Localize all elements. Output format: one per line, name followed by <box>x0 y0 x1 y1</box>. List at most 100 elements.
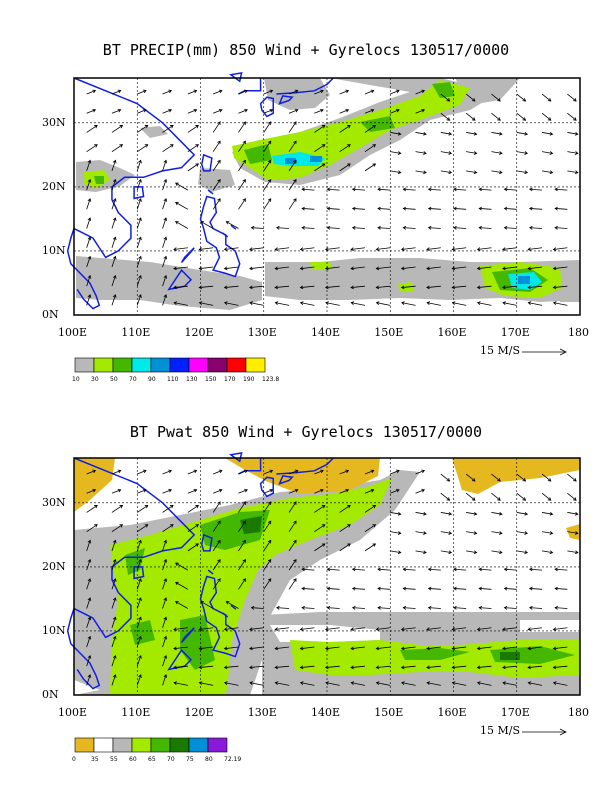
wind-arrow <box>516 93 526 102</box>
wind-arrow <box>541 531 553 534</box>
coastline-path <box>133 566 145 580</box>
coastline-path <box>167 648 193 671</box>
wind-arrow-head <box>421 89 426 94</box>
wind-arrow <box>541 550 553 554</box>
wind-arrow <box>288 501 297 513</box>
wind-arrow <box>86 578 91 590</box>
wind-arrow <box>263 90 273 95</box>
wind-arrow <box>502 646 517 650</box>
wind-arrow <box>275 266 290 270</box>
wind-arrow-head <box>522 478 527 482</box>
wind-arrow <box>415 512 427 515</box>
wind-arrow-head <box>347 125 351 129</box>
precip-shading <box>76 78 580 310</box>
wind-arrow <box>86 674 91 686</box>
wind-arrow <box>452 665 467 668</box>
wind-arrow-head <box>451 665 456 670</box>
wind-arrow-head <box>293 501 297 505</box>
wind-arrow <box>491 151 503 154</box>
wind-arrow-head <box>138 616 142 621</box>
wind-arrow-head <box>163 236 168 241</box>
wind-arrow <box>187 125 199 133</box>
wind-arrow <box>224 665 239 668</box>
wind-arrow-head <box>223 285 228 290</box>
wind-arrow-head <box>195 125 199 129</box>
wind-arrow-head <box>502 301 506 305</box>
wind-arrow <box>415 132 427 135</box>
wind-arrow-head <box>87 198 92 202</box>
wind-arrow <box>364 109 374 114</box>
wind-arrow <box>516 473 526 482</box>
wind-arrow-head <box>497 98 501 102</box>
wind-arrow <box>288 160 297 172</box>
wind-arrow <box>288 109 298 114</box>
wind-arrow-head <box>173 301 178 305</box>
wind-arrow <box>238 501 246 513</box>
wind-arrow-head <box>375 646 380 651</box>
wind-arrow <box>136 275 142 287</box>
x-tick-label: 170E <box>500 326 530 339</box>
wind-arrow <box>249 665 264 668</box>
wind-arrow-head <box>345 488 350 493</box>
wind-arrow-head <box>320 108 324 113</box>
wind-arrow-head <box>552 681 557 685</box>
wind-arrow <box>364 505 376 513</box>
wind-arrow-head <box>299 646 304 651</box>
wind-arrow <box>339 505 351 513</box>
wind-arrow-head <box>170 144 174 148</box>
wind-arrow-head <box>87 294 92 298</box>
wind-arrow-head <box>400 266 405 271</box>
x-tick-label: 160E <box>437 326 467 339</box>
wind-arrow <box>453 588 467 590</box>
wind-arrow <box>288 559 297 571</box>
wind-arrow-head <box>217 558 221 563</box>
wind-arrow <box>86 256 91 268</box>
wind-arrow <box>162 655 167 667</box>
wind-arrow-head <box>293 520 297 525</box>
wind-arrow <box>238 109 248 114</box>
wind-arrow <box>325 627 340 630</box>
coastline-path <box>276 457 334 475</box>
colorbar-swatch <box>74 737 95 753</box>
wind-arrow-head <box>370 108 375 113</box>
wind-arrow <box>136 160 142 172</box>
wind-arrow-head <box>87 597 92 602</box>
wind-arrow-head <box>173 681 178 685</box>
wind-arrow-head <box>524 550 529 555</box>
wind-arrow-head <box>549 131 554 136</box>
wind-arrow-head <box>448 531 453 535</box>
wind-arrow-head <box>200 221 205 225</box>
wind-arrow-head <box>350 301 355 305</box>
wind-arrow <box>162 237 167 248</box>
wind-arrow <box>162 505 174 513</box>
wind-arrow <box>504 227 517 229</box>
wind-arrow <box>504 208 517 210</box>
wind-arrow <box>428 568 441 571</box>
wind-arrow <box>466 512 477 515</box>
wind-arrow-head <box>163 198 168 202</box>
wind-arrow-head <box>473 531 478 535</box>
wind-arrow <box>213 470 223 475</box>
panel1-title: BT PRECIP(mm) 850 Wind + Gyrelocs 130517… <box>102 41 510 59</box>
wind-arrow-head <box>198 247 203 252</box>
wind-arrow <box>275 627 290 630</box>
wind-arrow <box>541 93 552 102</box>
wind-arrow-head <box>375 681 380 685</box>
wind-arrow-head <box>448 170 453 175</box>
coastline-path <box>199 575 241 658</box>
wind-arrow <box>300 266 315 270</box>
wind-arrow-head <box>244 108 248 113</box>
wind-arrow <box>314 144 326 152</box>
wind-arrow <box>162 90 172 95</box>
wind-arrow <box>351 266 365 270</box>
wind-arrow-head <box>400 247 405 252</box>
wind-arrow-head <box>522 117 527 121</box>
wind-arrow-head <box>163 294 168 298</box>
wind-arrow <box>528 627 543 630</box>
wind-arrow-head <box>163 255 168 260</box>
wind-arrow <box>452 302 467 306</box>
wind-arrow-head <box>499 511 503 516</box>
wind-arrow-head <box>350 285 354 290</box>
wind-arrow-head <box>527 266 532 271</box>
wind-vectors <box>86 89 579 306</box>
